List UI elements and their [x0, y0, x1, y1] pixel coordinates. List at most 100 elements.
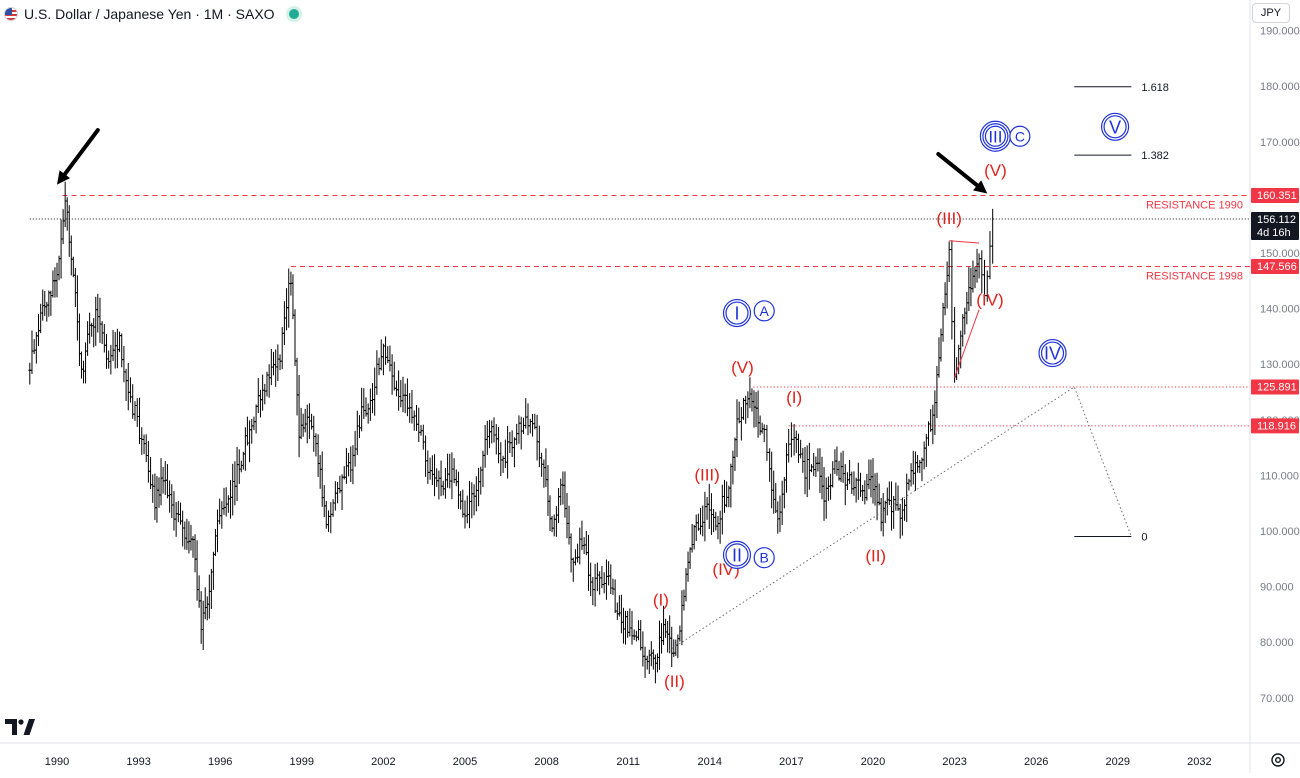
ohlc-bar	[854, 477, 858, 503]
ohlc-bar	[282, 301, 286, 346]
candles-layer	[28, 181, 995, 684]
ohlc-bar	[390, 354, 394, 395]
ohlc-bar	[163, 461, 167, 495]
ohlc-bar	[84, 342, 88, 384]
ohlc-bar	[850, 471, 854, 494]
ohlc-bar	[329, 502, 333, 534]
ohlc-bar	[645, 655, 649, 670]
ohlc-bar	[918, 460, 922, 474]
ohlc-bar	[165, 464, 169, 499]
ohlc-bar	[430, 455, 434, 486]
resistance-1990-price-tag: 160.351	[1251, 187, 1299, 203]
ohlc-bar	[351, 445, 355, 485]
ohlc-bar	[474, 476, 478, 512]
resistance-1998-label: RESISTANCE 1998	[1146, 271, 1243, 283]
ohlc-bar	[776, 501, 780, 534]
ohlc-bar	[980, 250, 984, 294]
ohlc-bar	[250, 418, 254, 444]
ohlc-bar	[312, 415, 316, 452]
ohlc-bar	[86, 321, 90, 356]
ohlc-bar	[733, 437, 737, 471]
ohlc-bar	[287, 268, 291, 328]
ohlc-bar	[873, 473, 877, 506]
ohlc-bar	[913, 451, 917, 491]
ohlc-bar	[824, 477, 828, 519]
ohlc-bar	[526, 403, 530, 436]
ohlc-bar	[412, 410, 416, 431]
ohlc-bar	[748, 377, 752, 409]
price-tick-label: 140.000	[1260, 304, 1300, 316]
ohlc-bar	[807, 442, 811, 490]
ohlc-bar	[291, 274, 295, 320]
ohlc-bar	[399, 380, 403, 408]
ohlc-bar	[839, 452, 843, 482]
ohlc-bar	[209, 568, 213, 609]
time-tick-label: 2029	[1106, 756, 1130, 768]
ohlc-bar	[28, 362, 32, 385]
settings-gear-icon[interactable]	[1270, 752, 1286, 768]
wave-circle	[753, 300, 775, 322]
ohlc-bar	[239, 460, 243, 473]
ohlc-bar	[213, 528, 217, 557]
ohlc-bar	[187, 521, 191, 554]
ohlc-bar	[692, 524, 696, 550]
ohlc-bar	[115, 328, 119, 369]
ohlc-bar	[278, 354, 282, 371]
ohlc-bar	[51, 270, 55, 298]
ohlc-bar	[563, 471, 567, 518]
wave-label-text: B	[760, 550, 769, 566]
ohlc-bar	[909, 463, 913, 487]
ohlc-bar	[61, 209, 65, 245]
symbol-title[interactable]: U.S. Dollar / Japanese Yen · 1M · SAXO	[24, 6, 275, 22]
currency-button[interactable]: JPY	[1252, 3, 1290, 23]
ohlc-bar	[322, 485, 326, 518]
ohlc-bar	[593, 563, 597, 607]
ohlc-bar	[446, 453, 450, 488]
ohlc-bar	[867, 459, 871, 490]
ohlc-bar	[602, 572, 606, 594]
ohlc-bar	[439, 460, 443, 497]
ohlc-bar	[201, 600, 205, 651]
time-tick-label: 2005	[453, 756, 477, 768]
ohlc-bar	[437, 470, 441, 500]
ohlc-bar	[517, 415, 521, 444]
ohlc-bar	[780, 480, 784, 525]
ohlc-bar	[157, 477, 161, 508]
ohlc-bar	[531, 413, 535, 437]
ohlc-bar	[303, 408, 307, 433]
ohlc-bar	[947, 241, 951, 283]
price-tick-label: 90.000	[1260, 582, 1294, 594]
price-tick-label: 130.000	[1260, 359, 1300, 371]
ohlc-bar	[699, 508, 703, 535]
ohlc-bar	[805, 445, 809, 498]
ohlc-bar	[155, 476, 159, 523]
wave-circle	[753, 547, 775, 569]
level-118-price-tag: 118.916	[1251, 418, 1299, 434]
ohlc-bar	[660, 623, 664, 654]
ohlc-bar	[92, 318, 96, 348]
resistance-1998-price-tag: 147.566	[1251, 259, 1299, 275]
ohlc-bar	[975, 248, 979, 283]
ohlc-bar	[218, 498, 222, 525]
ohlc-bar	[126, 363, 130, 411]
time-tick-label: 2020	[861, 756, 885, 768]
ohlc-bar	[111, 329, 115, 362]
ohlc-bar	[883, 500, 887, 524]
ohlc-bar	[653, 654, 657, 684]
ohlc-bar	[916, 455, 920, 473]
ohlc-bar	[703, 491, 707, 542]
ohlc-bar	[664, 618, 668, 638]
ohlc-bar	[248, 420, 252, 463]
ohlc-bar	[742, 397, 746, 420]
ohlc-bar	[82, 360, 86, 384]
price-tag-box	[1251, 418, 1299, 434]
ohlc-bar	[750, 388, 754, 412]
wave-label-blue: II	[722, 540, 752, 570]
ohlc-bar	[503, 439, 507, 468]
ohlc-bar	[670, 626, 674, 667]
wave-label-text: C	[1015, 128, 1025, 144]
ohlc-bar	[272, 351, 276, 376]
ohlc-bar	[778, 495, 782, 533]
